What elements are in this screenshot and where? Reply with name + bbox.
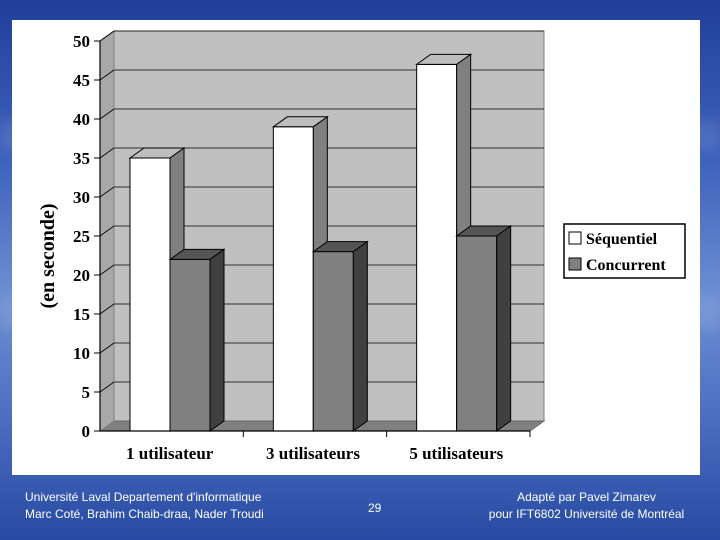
legend-label: Concurrent [586, 257, 666, 274]
x-tick-labels: 1 utilisateur 3 utilisateurs 5 utilisateur… [126, 444, 504, 463]
legend-box [563, 223, 686, 279]
bar-sequentiel [129, 157, 171, 432]
gridline-diag [99, 225, 115, 237]
y-tick-labels: 0 5 10 15 20 25 30 35 40 45 50 [73, 32, 90, 441]
gridline-diag [99, 264, 115, 276]
footer-right-line1: Adapté par Pavel Zimarev [517, 490, 656, 504]
y-tick-label: 25 [73, 227, 90, 246]
bars [128, 53, 513, 432]
y-tick-label: 0 [82, 422, 91, 441]
x-tick-label: 1 utilisateur [126, 444, 214, 463]
footer-left-line2: Marc Coté, Brahim Chaib-draa, Nader Trou… [25, 507, 264, 521]
bar-chart: 0 5 10 15 20 25 30 35 40 45 50 1 utilisateur 3 util… [37, 30, 686, 463]
bar-side [352, 240, 368, 432]
gridline-diag [99, 381, 115, 393]
bar-concurrent [169, 258, 211, 432]
y-tick-label: 30 [73, 188, 90, 207]
y-axis-label: (en seconde) [37, 204, 59, 309]
bar-sequentiel [416, 63, 458, 432]
y-tick-label: 20 [73, 266, 90, 285]
gridline-diag [99, 108, 115, 120]
y-tick-label: 15 [73, 305, 90, 324]
x-tick-label: 3 utilisateurs [266, 444, 360, 463]
footer-left-line1: Université Laval Departement d'informati… [25, 490, 262, 504]
legend-label: Séquentiel [586, 231, 658, 248]
chart-panel: 0 5 10 15 20 25 30 35 40 45 50 1 utilisateur 3 util… [12, 20, 700, 475]
y-tick-label: 45 [73, 71, 90, 90]
gridline-diag [99, 69, 115, 81]
footer-right-line2: pour IFT6802 Université de Montréal [488, 507, 685, 521]
y-tick-label: 50 [73, 32, 90, 51]
page-number: 29 [368, 501, 382, 515]
x-tick-label: 5 utilisateurs [409, 444, 503, 463]
gridline-diag [99, 342, 115, 354]
axes [94, 40, 531, 437]
footer-left: Université Laval Departement d'informati… [25, 489, 264, 523]
gridline-diag [99, 303, 115, 315]
bar-sequentiel [272, 126, 314, 432]
legend-swatch [568, 257, 582, 271]
y-tick-label: 5 [82, 383, 91, 402]
y-tick-label: 40 [73, 110, 90, 129]
gridline-diag [99, 30, 115, 42]
bar-concurrent [456, 235, 498, 432]
legend: Séquentiel Concurrent [563, 223, 686, 279]
footer-right: Adapté par Pavel Zimarev pour IFT6802 Un… [469, 489, 704, 523]
gridline-diag [99, 186, 115, 198]
bar-side [209, 248, 225, 432]
legend-swatch [568, 231, 582, 245]
gridline-diag [99, 147, 115, 159]
bar-side [496, 225, 512, 432]
bar-concurrent [312, 251, 354, 432]
y-tick-label: 10 [73, 344, 90, 363]
y-tick-label: 35 [73, 149, 90, 168]
